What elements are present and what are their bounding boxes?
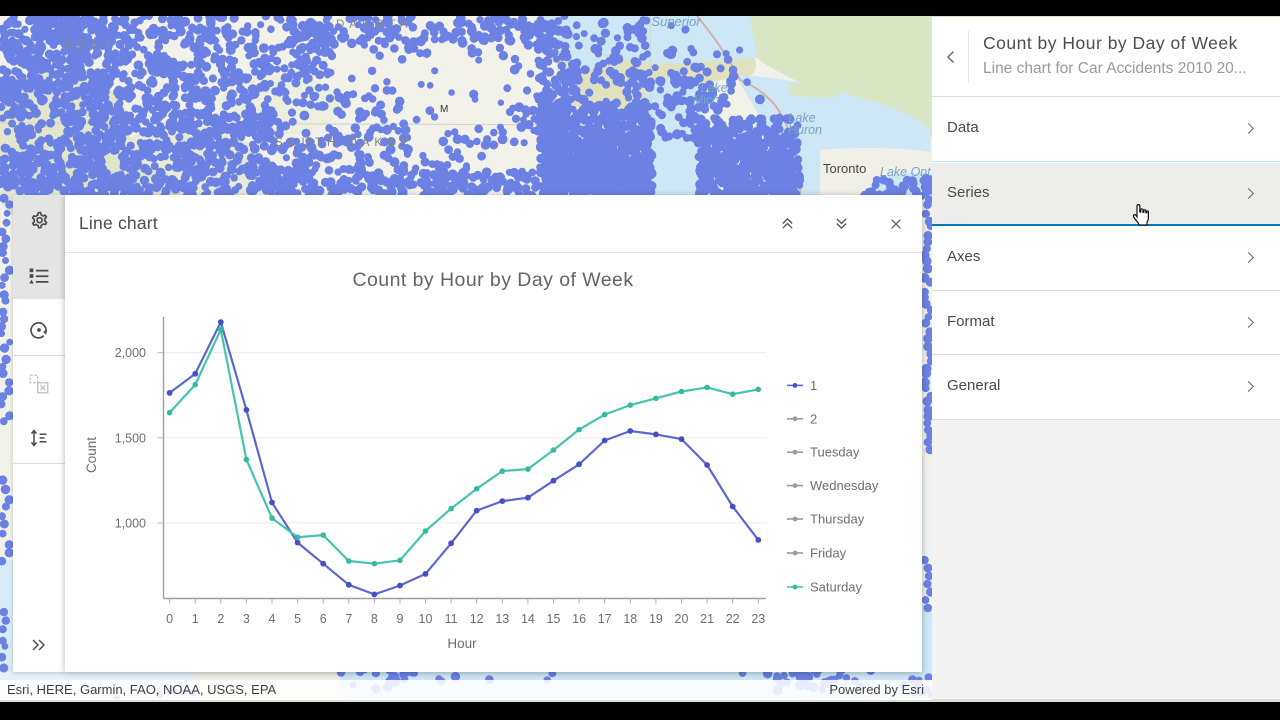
svg-text:1: 1	[192, 612, 199, 626]
svg-text:Toronto: Toronto	[823, 161, 866, 176]
svg-text:20: 20	[675, 612, 689, 626]
svg-text:17: 17	[598, 612, 612, 626]
svg-text:2: 2	[217, 612, 224, 626]
svg-text:13: 13	[495, 612, 509, 626]
svg-text:19: 19	[649, 612, 663, 626]
svg-text:MONT: MONT	[62, 40, 116, 52]
svg-text:21: 21	[700, 612, 714, 626]
svg-text:0: 0	[166, 612, 173, 626]
svg-text:Wednesday: Wednesday	[810, 478, 879, 493]
svg-text:Count: Count	[84, 437, 99, 473]
svg-text:16: 16	[572, 612, 586, 626]
svg-text:18: 18	[623, 612, 637, 626]
svg-text:DAKOTA: DAKOTA	[336, 19, 412, 31]
svg-text:4: 4	[269, 612, 276, 626]
svg-text:Lake: Lake	[700, 81, 727, 95]
svg-text:SOUTH DAKOT: SOUTH DAKOT	[275, 137, 413, 149]
svg-text:Superior: Superior	[651, 16, 701, 29]
svg-text:15: 15	[547, 612, 561, 626]
svg-text:Hour: Hour	[447, 636, 477, 651]
svg-text:2,000: 2,000	[115, 346, 146, 360]
svg-text:11: 11	[445, 612, 458, 626]
svg-text:1: 1	[810, 378, 817, 393]
svg-text:3: 3	[243, 612, 250, 626]
svg-text:Thursday: Thursday	[810, 512, 865, 527]
svg-text:23: 23	[751, 612, 765, 626]
svg-text:Friday: Friday	[810, 546, 847, 561]
svg-text:1,500: 1,500	[115, 431, 146, 445]
svg-text:2: 2	[810, 411, 817, 426]
svg-text:Huron: Huron	[788, 123, 822, 137]
svg-text:M: M	[440, 104, 448, 115]
svg-text:5: 5	[294, 612, 301, 626]
svg-text:Mich: Mich	[693, 93, 719, 107]
svg-text:6: 6	[320, 612, 327, 626]
svg-text:14: 14	[521, 612, 535, 626]
svg-text:22: 22	[726, 612, 740, 626]
svg-text:Saturday: Saturday	[810, 580, 863, 595]
svg-text:Lake: Lake	[788, 111, 815, 125]
svg-text:Lake Ont: Lake Ont	[880, 165, 931, 179]
svg-text:12: 12	[470, 612, 484, 626]
svg-text:7: 7	[345, 612, 352, 626]
svg-text:Count by Hour by Day of Week: Count by Hour by Day of Week	[352, 269, 633, 291]
svg-text:1,000: 1,000	[115, 516, 146, 530]
svg-text:9: 9	[397, 612, 404, 626]
svg-text:10: 10	[419, 612, 433, 626]
svg-text:8: 8	[371, 612, 378, 626]
svg-text:Tuesday: Tuesday	[810, 445, 860, 460]
